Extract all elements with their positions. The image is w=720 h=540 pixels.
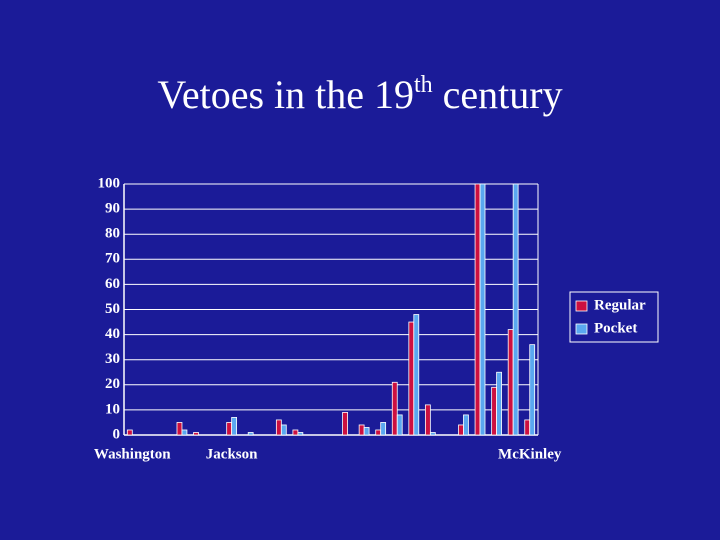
y-tick-label: 90 — [105, 201, 120, 217]
bar — [380, 422, 387, 436]
bar — [507, 329, 514, 436]
bar — [275, 419, 282, 436]
bar — [512, 183, 519, 436]
bar — [463, 414, 469, 436]
y-tick-label: 80 — [105, 226, 120, 242]
bar — [358, 424, 365, 436]
title-part: Vetoes in the 19 — [157, 72, 414, 117]
title-part: century — [443, 72, 563, 117]
bar — [524, 419, 531, 436]
bar — [496, 371, 502, 436]
legend-swatch — [575, 300, 588, 312]
bar — [396, 414, 403, 436]
bar — [413, 314, 420, 436]
bar — [375, 429, 382, 436]
bar — [280, 424, 287, 436]
y-tick-label: 20 — [105, 376, 120, 392]
bar — [247, 432, 254, 436]
x-tick-label: Washington — [94, 446, 171, 462]
bar — [363, 427, 370, 436]
title-superscript: th — [414, 72, 433, 98]
y-tick-label: 60 — [105, 276, 120, 292]
bar — [181, 429, 188, 436]
bar — [529, 344, 536, 436]
bar — [491, 386, 497, 436]
chart-title: Vetoes in the 19th century — [157, 72, 562, 117]
legend-label: Regular — [594, 297, 646, 313]
bar — [479, 183, 486, 436]
bar — [126, 429, 133, 436]
bar — [176, 422, 183, 436]
bar — [424, 404, 431, 436]
x-tick-label: Jackson — [206, 446, 258, 462]
bar — [231, 417, 238, 436]
y-tick-label: 10 — [105, 401, 120, 417]
legend-label: Pocket — [594, 320, 637, 336]
bar — [292, 429, 299, 436]
legend-swatch — [575, 323, 588, 335]
bar — [391, 381, 398, 436]
bar — [297, 432, 304, 436]
bar — [474, 183, 481, 436]
bar — [193, 432, 199, 436]
x-tick-label: McKinley — [498, 446, 562, 462]
legend-box — [569, 291, 659, 343]
bar — [408, 321, 415, 436]
y-tick-label: 0 — [113, 426, 121, 442]
bar — [342, 412, 348, 436]
bar — [226, 422, 233, 436]
bar — [429, 432, 436, 436]
y-tick-label: 30 — [105, 351, 120, 367]
y-tick-label: 70 — [105, 251, 120, 267]
y-tick-label: 50 — [105, 301, 120, 317]
y-tick-label: 40 — [105, 326, 120, 342]
y-tick-label: 100 — [98, 175, 121, 191]
bar — [458, 424, 464, 436]
